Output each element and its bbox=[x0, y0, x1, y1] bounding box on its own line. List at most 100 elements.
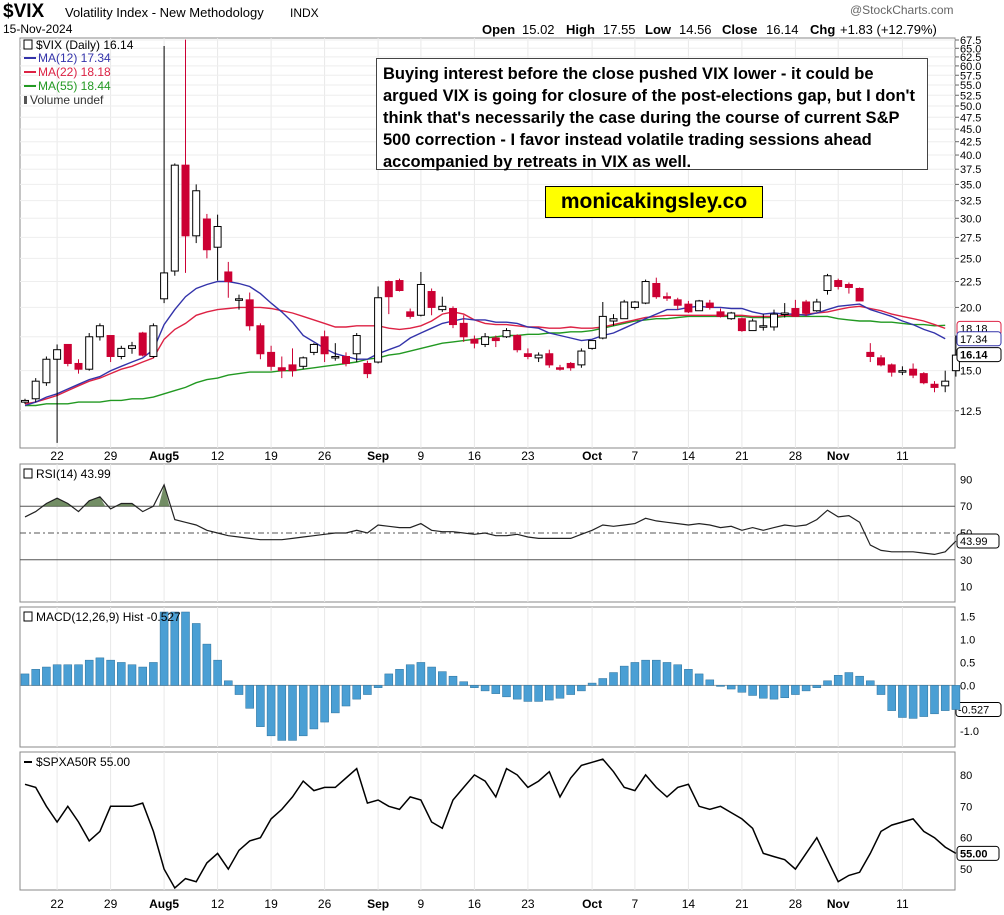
price-tick-label-10: 37.5 bbox=[960, 164, 981, 176]
candle-body-84 bbox=[919, 373, 928, 384]
macd-bar-69 bbox=[759, 685, 768, 699]
macd-y-axis: -1.0-0.50.00.51.01.5-0.527 bbox=[955, 612, 1002, 738]
macd-panel-frame bbox=[19, 606, 956, 748]
xaxis-bottom-label-11: 7 bbox=[632, 897, 639, 911]
chart-header: $VIX Volatility Index - New Methodology … bbox=[3, 1, 954, 37]
macd-bar-2 bbox=[42, 666, 51, 686]
macd-tick-label-4: 1.0 bbox=[960, 635, 975, 647]
candle-body-74 bbox=[812, 301, 821, 312]
value-tag-text-2: 16.14 bbox=[960, 350, 988, 362]
candle-body-10 bbox=[128, 345, 136, 349]
macd-bar-55 bbox=[609, 672, 618, 686]
candle-body-56 bbox=[620, 301, 629, 320]
rsi-tick-label-0: 10 bbox=[960, 582, 972, 594]
chart-date: 15-Nov-2024 bbox=[3, 22, 73, 36]
macd-bar-18 bbox=[213, 659, 222, 686]
macd-bar-67 bbox=[737, 685, 747, 693]
rsi-series bbox=[24, 483, 957, 556]
macd-bar-13 bbox=[159, 611, 169, 686]
macd-bar-31 bbox=[352, 685, 361, 700]
macd-bar-57 bbox=[630, 662, 640, 686]
high-value: 17.55 bbox=[603, 22, 636, 37]
macd-bar-52 bbox=[577, 685, 586, 692]
legend-main: $VIX (Daily) 16.14 bbox=[36, 38, 134, 52]
xaxis-top-label-13: 21 bbox=[735, 449, 749, 463]
macd-bar-84 bbox=[919, 685, 929, 717]
rsi-title: RSI(14) 43.99 bbox=[36, 467, 111, 481]
candle-body-15 bbox=[181, 164, 190, 237]
candle-body-25 bbox=[288, 364, 297, 372]
price-tick-label-19: 60.0 bbox=[960, 61, 981, 73]
candle-body-29 bbox=[331, 355, 340, 359]
macd-bar-73 bbox=[801, 685, 811, 692]
macd-bar-1 bbox=[31, 669, 40, 686]
xaxis-top-label-12: 14 bbox=[682, 449, 696, 463]
value-tag-text-1: 17.34 bbox=[960, 334, 988, 346]
value-tag-2 bbox=[956, 347, 1002, 363]
xaxis-bottom-label-2: Aug5 bbox=[149, 897, 179, 911]
candle-body-34 bbox=[384, 281, 393, 298]
macd-bar-46 bbox=[512, 685, 522, 700]
high-label: High bbox=[566, 22, 595, 37]
candle-body-22 bbox=[256, 325, 265, 355]
candle-body-11 bbox=[138, 332, 147, 356]
rsi-fill-region bbox=[158, 484, 170, 507]
macd-bar-68 bbox=[748, 685, 757, 696]
breadth-tick-label-1: 60 bbox=[960, 833, 972, 845]
macd-title: MACD(12,26,9) Hist -0.527 bbox=[36, 610, 181, 624]
candle-body-35 bbox=[395, 280, 404, 292]
spxa50r-line bbox=[24, 758, 957, 890]
macd-bar-70 bbox=[769, 685, 779, 700]
macd-bar-17 bbox=[202, 643, 212, 686]
spxa50r-series bbox=[24, 758, 957, 890]
breadth-tick-label-2: 70 bbox=[960, 801, 972, 813]
candle-body-45 bbox=[502, 330, 511, 338]
xaxis-bottom-label-14: 28 bbox=[789, 897, 803, 911]
candle-body-6 bbox=[85, 336, 94, 370]
macd-bar-35 bbox=[395, 669, 404, 686]
close-label: Close bbox=[722, 22, 757, 37]
rsi-tick-label-3: 70 bbox=[960, 501, 972, 513]
candle-body-53 bbox=[588, 340, 597, 349]
xaxis-bottom-label-1: 29 bbox=[104, 897, 118, 911]
low-value: 14.56 bbox=[679, 22, 712, 37]
candle-body-46 bbox=[513, 335, 522, 351]
macd-bar-61 bbox=[673, 664, 682, 686]
rsi-value-tag bbox=[956, 533, 1000, 549]
candle-body-2 bbox=[42, 358, 51, 384]
macd-bar-16 bbox=[191, 623, 201, 686]
macd-bar-44 bbox=[491, 685, 501, 694]
candlestick-series bbox=[21, 39, 960, 443]
price-tick-label-9: 35.0 bbox=[960, 179, 981, 191]
macd-bar-33 bbox=[373, 685, 383, 688]
candle-body-59 bbox=[652, 282, 661, 298]
macd-tick-label-0: -1.0 bbox=[960, 726, 979, 738]
xaxis-top-label-16: 11 bbox=[896, 449, 909, 463]
macd-histogram bbox=[20, 611, 961, 741]
price-panel-frame bbox=[19, 37, 956, 449]
macd-bar-83 bbox=[908, 685, 918, 719]
xaxis-bottom-label-15: Nov bbox=[827, 897, 850, 911]
price-tick-label-11: 40.0 bbox=[960, 150, 981, 162]
macd-tick-label-3: 0.5 bbox=[960, 657, 975, 669]
candle-body-13 bbox=[160, 272, 169, 300]
price-tick-label-16: 52.5 bbox=[960, 90, 981, 102]
rsi-tick-label-1: 30 bbox=[960, 555, 972, 567]
candle-body-16 bbox=[192, 190, 201, 237]
macd-bar-59 bbox=[652, 659, 661, 686]
macd-bar-41 bbox=[459, 681, 468, 686]
macd-bar-27 bbox=[309, 685, 319, 730]
breadth-tick-label-3: 80 bbox=[960, 770, 972, 782]
candle-body-0 bbox=[21, 399, 29, 403]
macd-bar-79 bbox=[866, 680, 875, 686]
candle-body-19 bbox=[224, 271, 233, 283]
macd-bar-74 bbox=[812, 685, 822, 688]
price-tick-label-8: 32.5 bbox=[960, 196, 981, 208]
candle-body-42 bbox=[470, 338, 479, 344]
candle-body-5 bbox=[74, 362, 83, 370]
candle-body-72 bbox=[791, 308, 800, 317]
macd-bar-28 bbox=[320, 685, 329, 723]
candle-body-80 bbox=[877, 357, 885, 366]
xaxis-bottom-label-10: Oct bbox=[582, 897, 602, 911]
macd-bar-11 bbox=[138, 666, 147, 686]
